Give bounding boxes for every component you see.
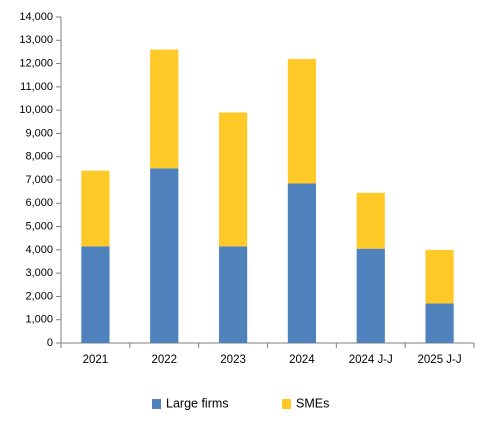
bar-large-firms bbox=[150, 168, 179, 343]
legend-label: SMEs bbox=[296, 396, 329, 410]
bar-large-firms bbox=[81, 246, 110, 343]
bar-smes bbox=[287, 58, 317, 184]
y-tick-label: 10,000 bbox=[19, 104, 53, 116]
bar-large-firms bbox=[425, 303, 454, 343]
x-axis: 2021 2022 2023 2024 2024 J-J 2025 J-J bbox=[60, 342, 475, 366]
y-tick-label: 5,000 bbox=[25, 220, 53, 232]
bar-large-firms bbox=[356, 248, 385, 343]
y-tick-label: 9,000 bbox=[25, 127, 53, 139]
bar-smes bbox=[425, 249, 454, 304]
x-tick-label: 2021 bbox=[83, 354, 109, 366]
legend: Large firms SMEs bbox=[152, 396, 329, 410]
y-tick-label: 4,000 bbox=[25, 244, 53, 256]
y-tick-label: 6,000 bbox=[25, 197, 53, 209]
y-tick-label: 13,000 bbox=[19, 34, 53, 46]
legend-label: Large firms bbox=[166, 396, 229, 410]
y-tick-label: 14,000 bbox=[19, 11, 53, 23]
bar-smes bbox=[150, 49, 179, 169]
y-tick-label: 7,000 bbox=[25, 174, 53, 186]
y-tick-label: 12,000 bbox=[19, 57, 53, 69]
bar-smes bbox=[81, 170, 110, 247]
bar-smes bbox=[218, 112, 248, 247]
bar-large-firms bbox=[287, 183, 317, 343]
legend-swatch bbox=[282, 399, 291, 409]
x-tick-label: 2024 J-J bbox=[349, 354, 393, 366]
y-tick-label: 3,000 bbox=[25, 267, 53, 279]
y-axis: 0 1,000 2,000 3,000 4,000 5,000 6,000 7,000 8,00… bbox=[19, 11, 62, 349]
y-tick-label: 0 bbox=[47, 337, 53, 349]
bar-large-firms bbox=[218, 246, 248, 343]
y-tick-label: 11,000 bbox=[20, 81, 53, 93]
bar-smes bbox=[356, 192, 385, 249]
legend-swatch bbox=[152, 399, 161, 409]
y-tick-label: 2,000 bbox=[25, 290, 53, 302]
x-tick-label: 2022 bbox=[151, 354, 177, 366]
y-tick-label: 8,000 bbox=[25, 151, 53, 163]
x-tick-label: 2025 J-J bbox=[418, 354, 462, 366]
x-tick-label: 2024 bbox=[289, 354, 315, 366]
y-tick-label: 1,000 bbox=[25, 314, 53, 326]
bars bbox=[81, 49, 454, 343]
x-tick-label: 2023 bbox=[220, 354, 246, 366]
